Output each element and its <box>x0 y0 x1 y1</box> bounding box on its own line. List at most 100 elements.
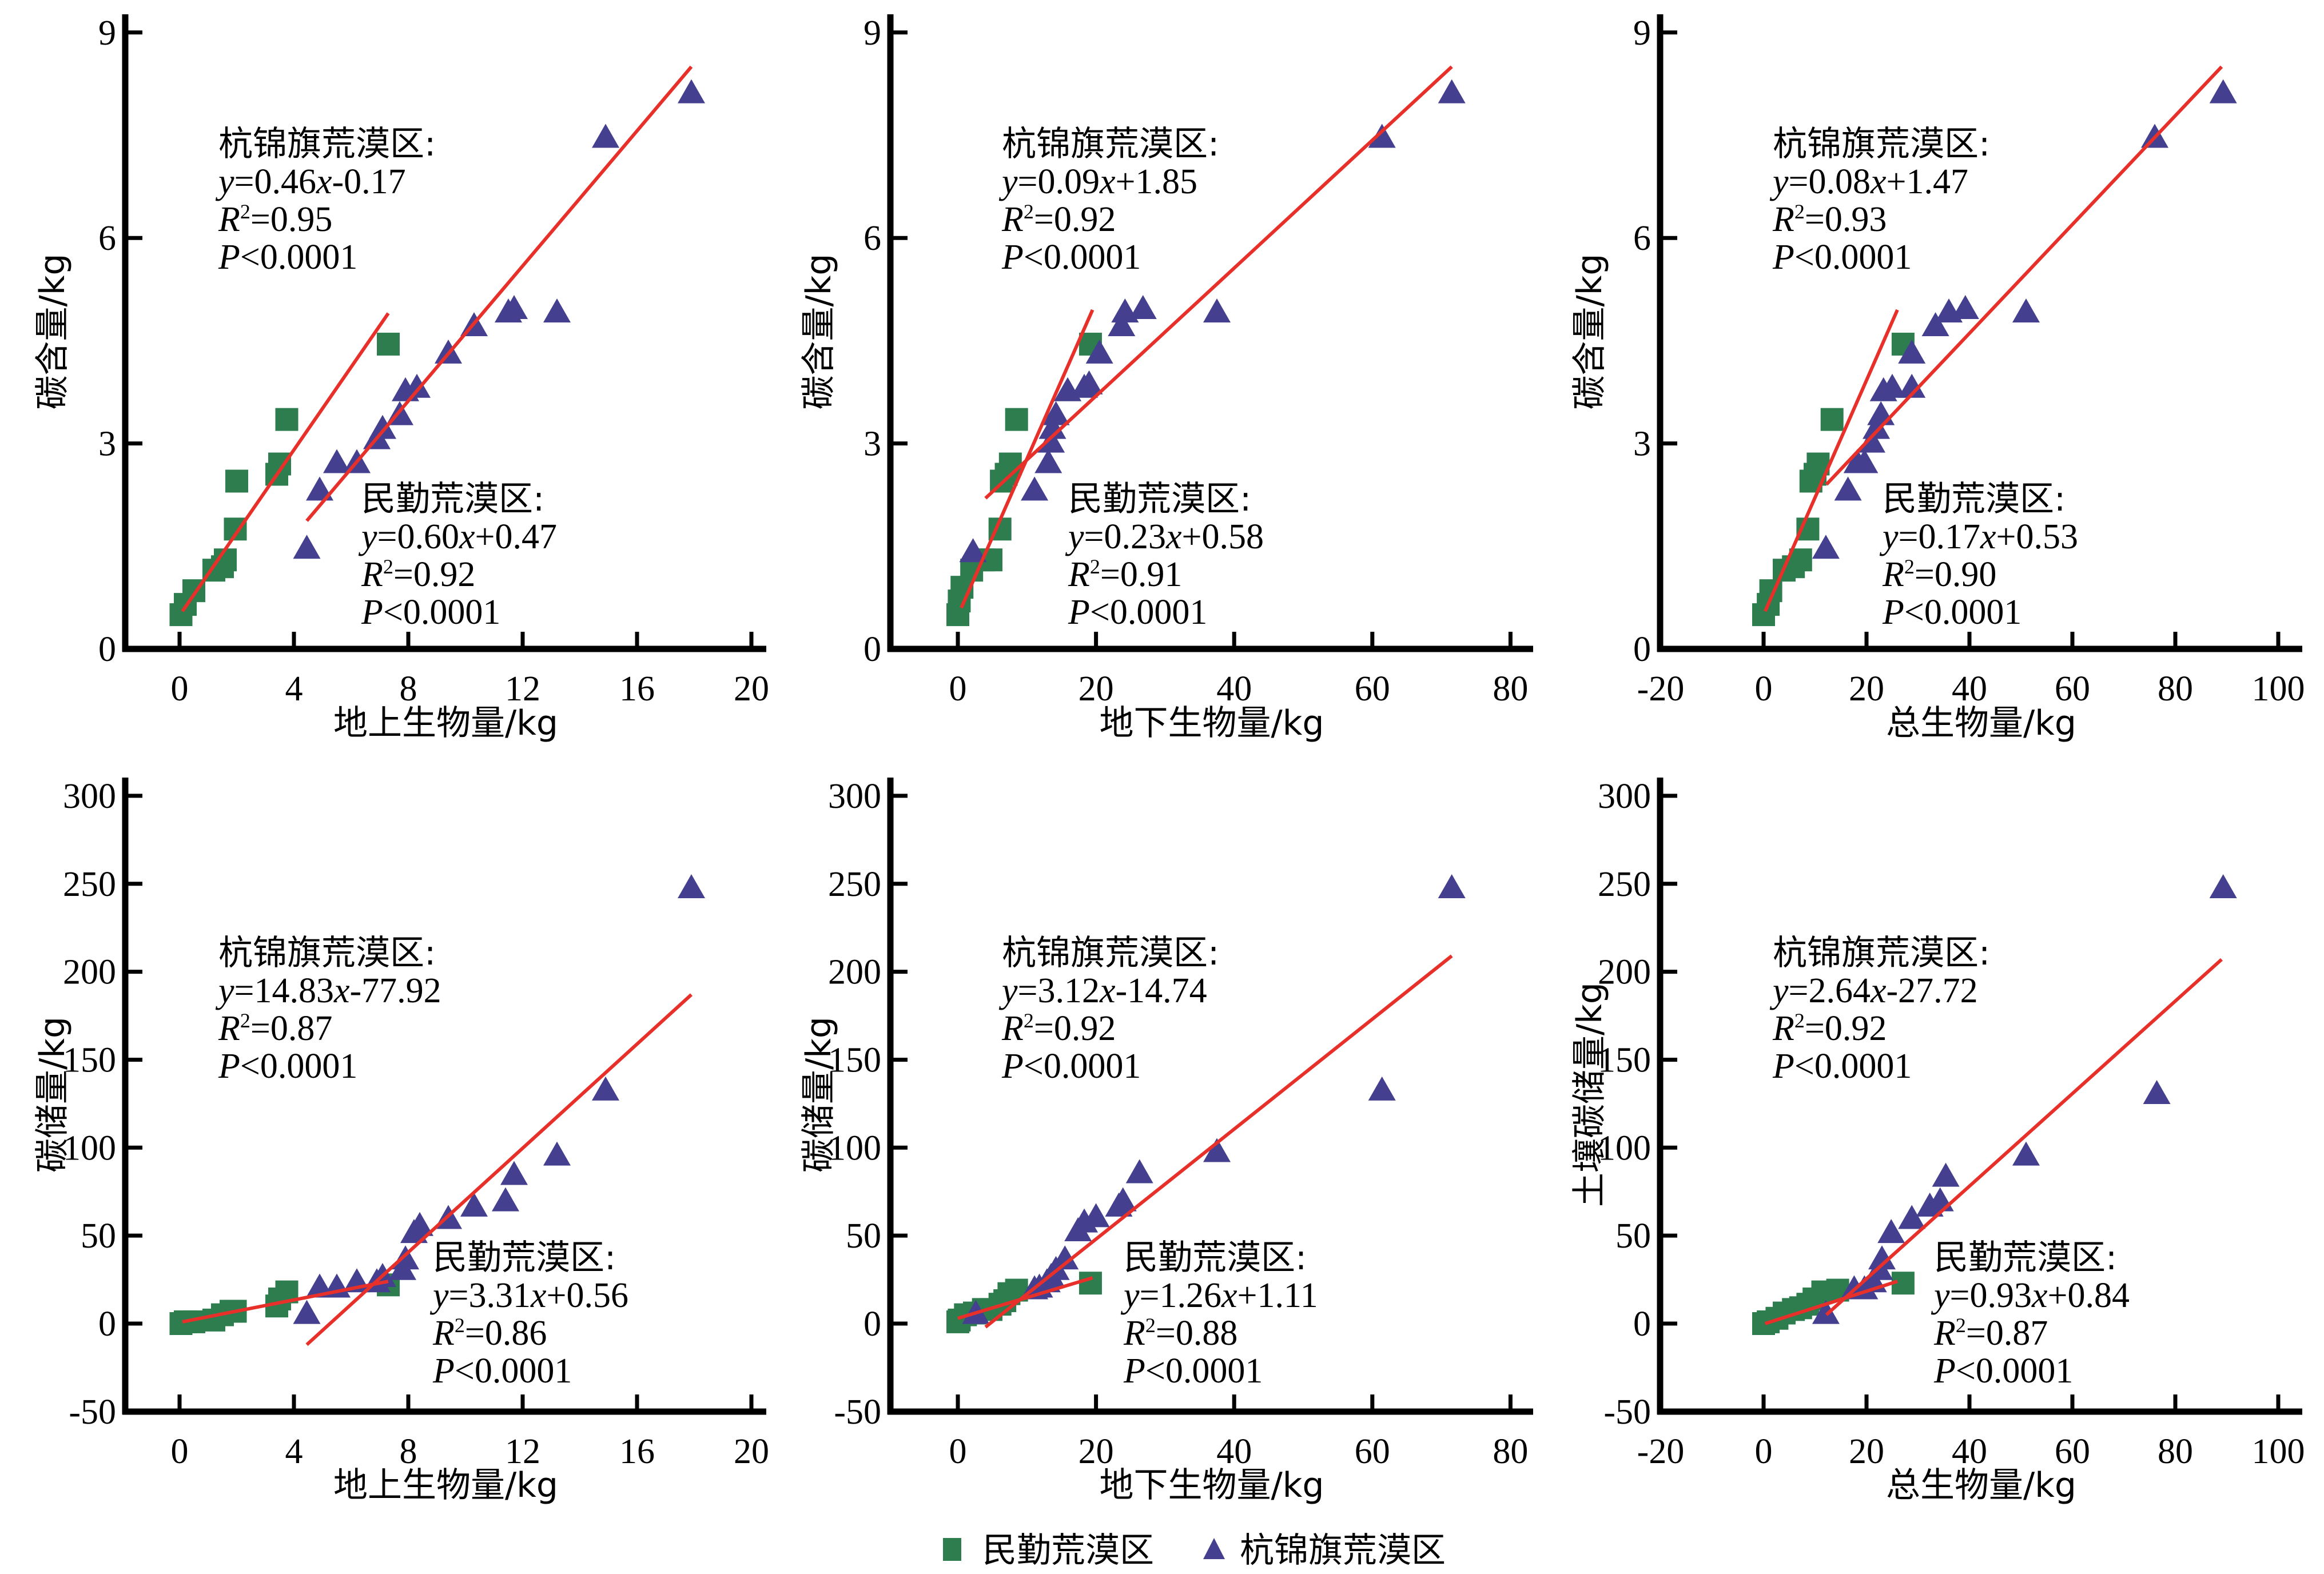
data-point-triangle <box>1863 415 1891 439</box>
r-value: =0.88 <box>1156 1314 1237 1353</box>
y-axis-title: 碳含量/kg <box>799 253 839 409</box>
r-superscript: 2 <box>1956 1314 1966 1337</box>
p-label: P <box>1001 1047 1024 1086</box>
data-point-triangle <box>1851 449 1879 473</box>
y-tick-label: 6 <box>98 219 116 258</box>
annotation-equation: y=0.93x+0.84 <box>1931 1276 2130 1315</box>
x-tick-label: 40 <box>1952 670 1987 708</box>
x-axis-title: 总生物量/kg <box>1886 703 2076 743</box>
equation-part: =0.93 <box>1950 1276 2032 1315</box>
data-point-triangle <box>1877 1219 1905 1244</box>
series-minqin <box>169 1273 400 1335</box>
equation-part: +0.53 <box>1996 517 2078 556</box>
p-label: P <box>218 1047 240 1086</box>
annotation-p-value: P<0.0001 <box>1772 238 1912 277</box>
equation-part: -14.74 <box>1116 971 1207 1010</box>
equation-part: +0.56 <box>547 1276 628 1315</box>
x-tick-label: 60 <box>1355 1432 1390 1471</box>
r-label: R <box>218 200 240 239</box>
p-value: <0.0001 <box>383 593 500 632</box>
equation-part: =0.09 <box>1018 162 1100 201</box>
p-value: <0.0001 <box>1024 1047 1141 1086</box>
y-tick-label: 200 <box>828 953 881 992</box>
y-tick-label: 0 <box>1633 630 1651 669</box>
x-tick-label: 8 <box>400 1432 417 1471</box>
equation-part: x <box>1870 971 1887 1010</box>
data-point-triangle <box>1438 79 1466 103</box>
x-tick-label: 80 <box>1493 670 1528 708</box>
data-point-triangle <box>2012 1141 2040 1166</box>
y-tick-label: 6 <box>863 219 881 258</box>
data-point-triangle <box>1125 1159 1153 1184</box>
equation-part: x <box>1099 162 1116 201</box>
annotation-p-value: P<0.0001 <box>1068 593 1207 632</box>
p-value: <0.0001 <box>1024 238 1141 277</box>
equation-part: y <box>1769 971 1789 1010</box>
equation-part: =0.60 <box>377 517 459 556</box>
regression-line-hangjinqi <box>1825 65 2223 486</box>
data-point-triangle <box>1879 373 1906 398</box>
data-point-square <box>1789 548 1812 572</box>
x-axis-title: 地下生物量/kg <box>1099 703 1324 743</box>
y-axis-title: 碳储量/kg <box>799 1017 839 1173</box>
equation-part: y <box>1065 517 1084 556</box>
y-tick-label: 9 <box>98 14 116 53</box>
r-superscript: 2 <box>1024 1009 1034 1032</box>
annotation-p-value: P<0.0001 <box>1772 1047 1912 1086</box>
legend-triangle-marker <box>1203 1538 1225 1559</box>
r-value: =0.92 <box>393 555 475 594</box>
data-point-triangle <box>306 476 333 501</box>
equation-part: =3.31 <box>449 1276 531 1315</box>
r-value: =0.91 <box>1100 555 1182 594</box>
equation-part: =0.23 <box>1084 517 1166 556</box>
y-tick-label: 200 <box>63 953 116 992</box>
annotation-equation: y=2.64x-27.72 <box>1769 971 1978 1010</box>
x-tick-label: -20 <box>1637 1432 1685 1471</box>
p-value: <0.0001 <box>1904 593 2021 632</box>
panel-p5: -50 0 50 100 150 200 250 300 0 20 40 60 80 地下生物量/kg 碳储… <box>799 777 1533 1505</box>
data-point-triangle <box>1898 339 1926 364</box>
data-point-square <box>1820 408 1844 431</box>
equation-part: x <box>333 971 350 1010</box>
r-value: =0.92 <box>1805 1009 1887 1048</box>
r-superscript: 2 <box>1090 555 1100 578</box>
r-label: R <box>432 1314 455 1353</box>
r-label: R <box>1123 1314 1145 1353</box>
r-value: =0.93 <box>1805 200 1887 239</box>
p-label: P <box>218 238 240 277</box>
annotation-equation: y=0.17x+0.53 <box>1879 517 2078 556</box>
annotation-title: 民勤荒漠区: <box>1124 1238 1307 1278</box>
data-point-triangle <box>959 538 987 563</box>
equation-part: y <box>1120 1276 1140 1315</box>
r-value: =0.95 <box>250 200 332 239</box>
equation-part: x <box>1980 517 1996 556</box>
data-point-triangle <box>1921 312 1949 336</box>
equation-part: +0.84 <box>2048 1276 2130 1315</box>
data-point-triangle <box>1075 370 1103 395</box>
annotation-title: 杭锦旗荒漠区: <box>1773 933 1990 973</box>
data-point-triangle <box>1951 294 1979 319</box>
annotation-p-value: P<0.0001 <box>1882 593 2021 632</box>
annotation-r-squared: R2=0.92 <box>1772 1009 1887 1048</box>
data-point-triangle <box>369 415 396 439</box>
p-label: P <box>432 1352 455 1390</box>
r-superscript: 2 <box>455 1314 465 1337</box>
annotation-equation: y=3.12x-14.74 <box>998 971 1207 1010</box>
r-label: R <box>1933 1314 1956 1353</box>
x-tick-label: 60 <box>2055 1432 2090 1471</box>
y-tick-label: 300 <box>828 777 881 816</box>
data-point-square <box>1005 408 1028 431</box>
y-tick-label: 200 <box>1598 953 1651 992</box>
equation-part: x <box>1099 971 1116 1010</box>
annotation-r-squared: R2=0.86 <box>432 1314 547 1353</box>
p-label: P <box>1068 593 1090 632</box>
annotation-equation: y=0.09x+1.85 <box>998 162 1197 201</box>
x-tick-label: 0 <box>171 1432 189 1471</box>
equation-part: -27.72 <box>1887 971 1978 1010</box>
x-axis-title: 总生物量/kg <box>1886 1465 2076 1505</box>
y-tick-label: 100 <box>1598 1129 1651 1167</box>
annotation-title: 杭锦旗荒漠区: <box>1002 933 1219 973</box>
